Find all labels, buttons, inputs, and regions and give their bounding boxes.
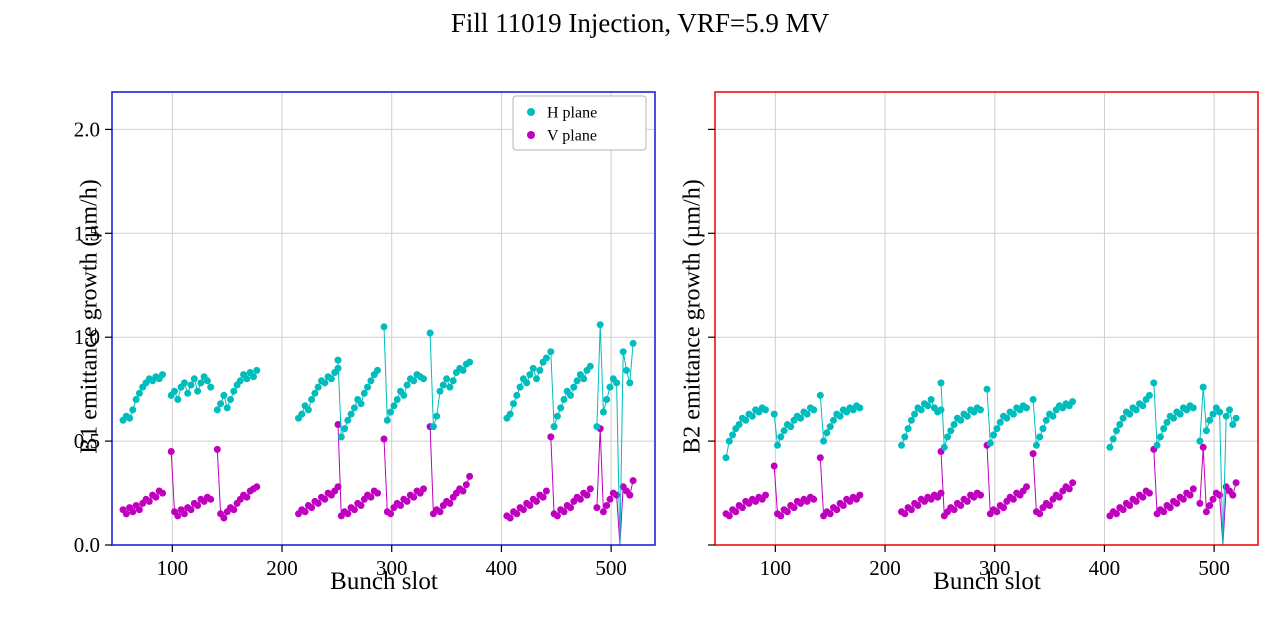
b1-x-axis-label: Bunch slot [330, 568, 438, 595]
svg-text:500: 500 [1198, 556, 1230, 580]
b2-axes-spines [714, 91, 1259, 546]
legend: H plane V plane [512, 95, 647, 151]
svg-text:200: 200 [869, 556, 901, 580]
svg-text:200: 200 [266, 556, 298, 580]
legend-marker-h-plane [527, 108, 535, 116]
b2-h-plane-series [722, 379, 1240, 546]
b2-v-plane-series [722, 441, 1240, 546]
svg-text:0.5: 0.5 [74, 429, 100, 453]
svg-text:400: 400 [486, 556, 518, 580]
b1-plot-area: 100 200 300 400 500 0.0 0.5 1.0 1.5 2.0 H plane V p… [74, 91, 656, 580]
svg-text:1.0: 1.0 [74, 325, 100, 349]
b2-ticks: 100 200 300 400 500 [708, 128, 1230, 580]
legend-marker-v-plane [527, 131, 535, 139]
svg-text:400: 400 [1089, 556, 1121, 580]
b1-h-plane-series [119, 321, 637, 546]
svg-text:100: 100 [760, 556, 792, 580]
b2-grid [715, 92, 1258, 545]
svg-text:1.5: 1.5 [74, 221, 100, 245]
svg-text:2.0: 2.0 [74, 117, 100, 141]
b2-y-axis-label: B2 emittance growth (µm/h) [679, 179, 706, 454]
figure-title: Fill 11019 Injection, VRF=5.9 MV [450, 8, 830, 38]
b2-x-axis-label: Bunch slot [933, 568, 1041, 595]
legend-label: H plane [547, 105, 597, 122]
legend-label: V plane [547, 128, 597, 145]
b2-plot-area: 100 200 300 400 500 [708, 91, 1259, 580]
svg-text:300: 300 [376, 556, 408, 580]
svg-text:100: 100 [157, 556, 189, 580]
b1-ticks: 100 200 300 400 500 0.0 0.5 1.0 1.5 2.0 [74, 117, 627, 580]
b1-axes-spines [111, 91, 656, 546]
svg-text:500: 500 [595, 556, 627, 580]
svg-text:300: 300 [979, 556, 1011, 580]
svg-text:0.0: 0.0 [74, 533, 100, 557]
b1-v-plane-series [119, 421, 637, 546]
b1-y-axis-label: B1 emittance growth (µm/h) [76, 179, 103, 454]
b1-grid [112, 92, 655, 545]
